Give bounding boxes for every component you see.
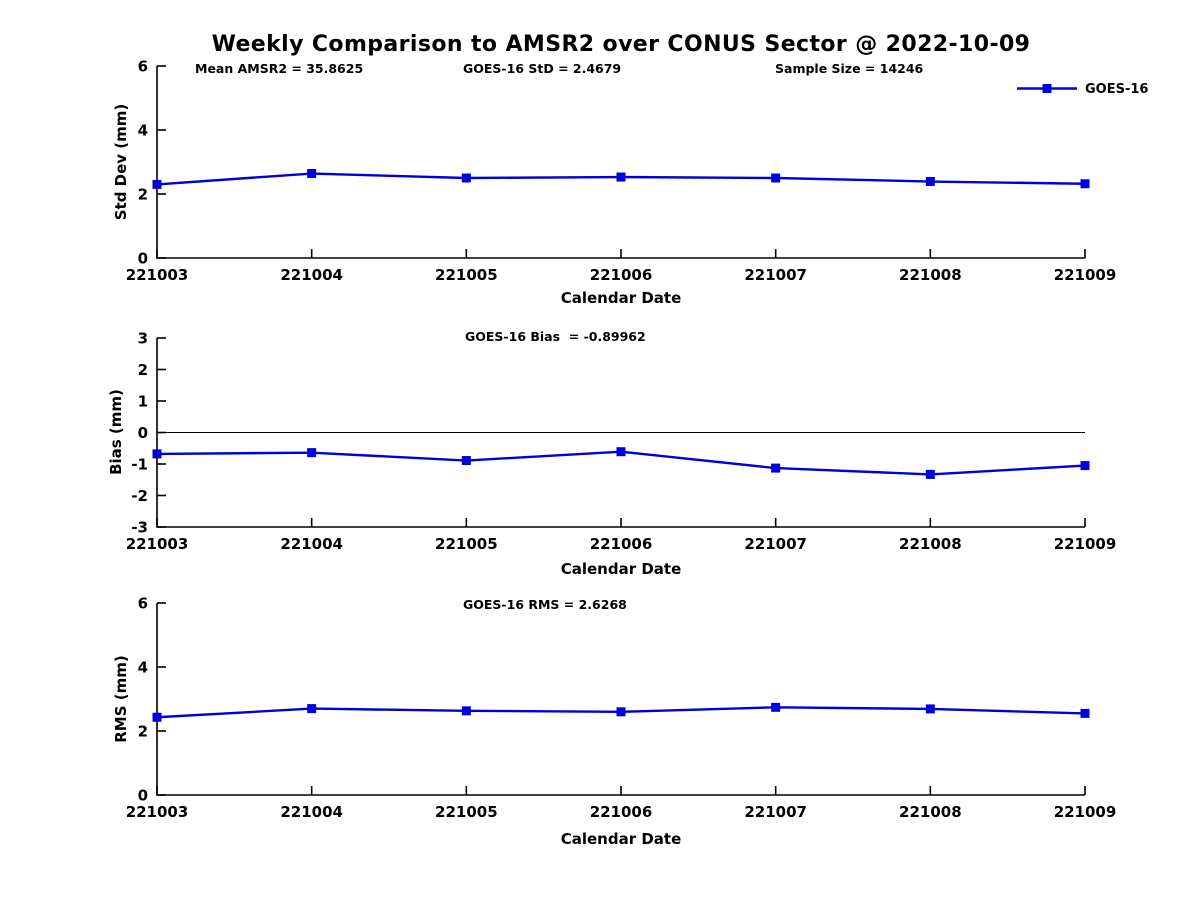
x-tick-label: 221004 [280,535,343,553]
annotation-goes16-rms: GOES-16 RMS = 2.6268 [463,597,627,612]
axis-frame-rms [156,603,1085,796]
data-point-marker [307,704,317,714]
x-tick-label: 221007 [744,535,807,553]
y-tick-label: 2 [138,186,148,204]
data-point-marker [771,702,781,712]
annotation-mean-amsr2: Mean AMSR2 = 35.8625 [195,61,363,76]
annotation-goes16-bias: GOES-16 Bias = -0.89962 [465,329,646,344]
x-tick-label: 221003 [126,803,189,821]
legend-marker-icon [1042,84,1052,93]
x-tick-label: 221009 [1054,535,1117,553]
y-tick-label: 3 [138,330,148,348]
x-tick-label: 221003 [126,266,189,284]
data-point-marker [461,173,471,183]
y-tick-label: 0 [138,250,148,268]
annotation-goes16-std: GOES-16 StD = 2.4679 [463,61,621,76]
legend-label: GOES-16 [1085,82,1148,97]
data-point-marker [616,172,626,182]
y-tick-label: 2 [138,723,148,741]
x-axis-label-rms: Calendar Date [561,830,682,848]
x-axis-label-bias: Calendar Date [561,560,682,578]
x-tick-label: 221006 [590,535,653,553]
x-tick-label: 221008 [899,535,962,553]
x-tick-label: 221006 [590,803,653,821]
data-point-marker [1080,179,1090,189]
x-tick-label: 221005 [435,803,498,821]
y-tick-label: 4 [138,659,148,677]
data-point-marker [461,456,471,466]
x-tick-label: 221004 [280,266,343,284]
y-tick-label: 0 [138,787,148,805]
x-tick-label: 221003 [126,535,189,553]
data-point-marker [616,707,626,717]
y-axis-label-std-dev: Std Dev (mm) [112,104,130,221]
y-tick-label: 4 [138,122,148,140]
y-tick-label: -3 [131,519,148,537]
data-point-marker [925,704,935,714]
y-tick-label: 1 [138,393,148,411]
y-tick-label: -1 [131,456,148,474]
data-point-marker [152,179,162,189]
x-tick-label: 221008 [899,266,962,284]
x-tick-label: 221007 [744,266,807,284]
axis-frame-std-dev [156,66,1085,259]
data-point-marker [616,447,626,457]
y-tick-label: 0 [138,424,148,442]
x-axis-label-std-dev: Calendar Date [561,289,682,307]
legend: GOES-16 [1017,82,1148,97]
data-point-marker [307,448,317,458]
data-point-marker [152,449,162,459]
x-tick-label: 221006 [590,266,653,284]
y-axis-label-bias: Bias (mm) [107,389,125,475]
x-tick-label: 221008 [899,803,962,821]
figure-title: Weekly Comparison to AMSR2 over CONUS Se… [212,32,1031,57]
data-point-marker [925,177,935,187]
data-point-marker [461,706,471,716]
x-tick-label: 221004 [280,803,343,821]
x-tick-label: 221005 [435,266,498,284]
data-point-marker [925,469,935,479]
y-axis-label-rms: RMS (mm) [112,655,130,742]
y-tick-label: 2 [138,361,148,379]
x-tick-label: 221007 [744,803,807,821]
annotation-sample-size: Sample Size = 14246 [775,61,924,76]
data-point-marker [1080,461,1090,471]
data-point-marker [771,463,781,473]
y-tick-label: -2 [131,487,148,505]
x-tick-label: 221009 [1054,803,1117,821]
y-tick-label: 6 [138,58,148,76]
x-tick-label: 221009 [1054,266,1117,284]
data-point-marker [307,169,317,179]
data-point-marker [1080,708,1090,718]
data-point-marker [152,712,162,722]
y-tick-label: 6 [138,595,148,613]
x-tick-label: 221005 [435,535,498,553]
data-point-marker [771,173,781,183]
